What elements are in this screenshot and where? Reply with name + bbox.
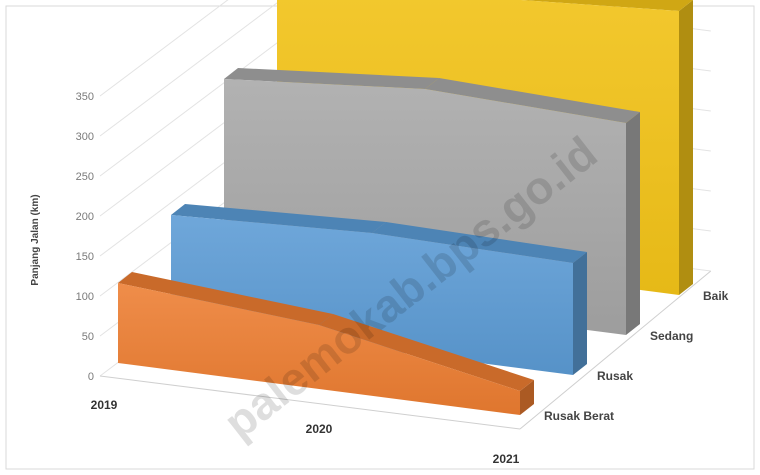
area-top-face <box>319 314 534 391</box>
series-label: Sedang <box>650 329 693 343</box>
y-tick-label: 0 <box>88 371 94 383</box>
area-top-face <box>118 272 333 325</box>
area-top-face <box>224 68 439 89</box>
area-front-face <box>118 283 520 415</box>
gridline-side <box>99 18 310 177</box>
series-label: Rusak <box>597 369 633 383</box>
x-tick-label: 2020 <box>306 422 333 436</box>
series-label: Baik <box>703 289 729 303</box>
y-axis-label: Panjang Jalan (km) <box>30 194 41 285</box>
y-tick-labels: 0 50 100 150 200 250 300 350 <box>76 91 94 383</box>
y-tick-label: 350 <box>76 91 94 103</box>
x-category-labels: 2019 2020 2021 <box>91 398 520 466</box>
series-label: Rusak Berat <box>544 409 614 423</box>
y-tick-label: 200 <box>76 211 94 223</box>
y-tick-label: 50 <box>82 331 94 343</box>
floor-front-edge <box>99 375 521 430</box>
area-top-face <box>372 222 587 263</box>
gridline-side <box>99 0 229 97</box>
area-top-face <box>521 0 693 11</box>
y-tick-label: 150 <box>76 251 94 263</box>
area-side-face <box>573 252 587 375</box>
area-side-face <box>626 112 640 335</box>
area-side-face <box>520 380 534 415</box>
x-tick-label: 2019 <box>91 398 118 412</box>
series-layer <box>118 0 693 415</box>
series-depth-labels: Baik Sedang Rusak Rusak Berat <box>544 289 729 423</box>
area-top-face <box>171 204 386 233</box>
gridline-side <box>99 0 282 137</box>
series-rusak-berat <box>118 272 534 415</box>
area-top-face <box>425 78 640 123</box>
y-tick-label: 250 <box>76 171 94 183</box>
y-tick-label: 300 <box>76 131 94 143</box>
floor-right-edge <box>519 270 712 430</box>
area-side-face <box>679 0 693 295</box>
y-tick-label: 100 <box>76 291 94 303</box>
x-tick-label: 2021 <box>493 452 520 466</box>
